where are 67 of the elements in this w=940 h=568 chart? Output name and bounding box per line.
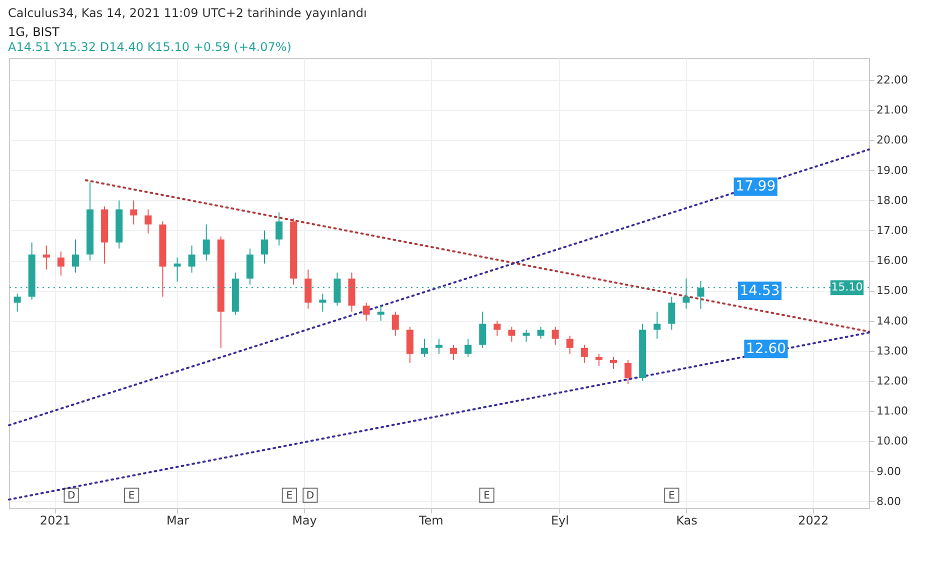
- candlestick: [174, 257, 181, 282]
- candlestick: [610, 356, 617, 370]
- candlestick: [522, 329, 530, 342]
- x-tick-label: 2022: [798, 514, 829, 528]
- candlestick: [552, 326, 559, 346]
- candlestick: [450, 344, 458, 360]
- annotation: D: [67, 490, 76, 502]
- annotation: E: [128, 490, 135, 502]
- annotation: E: [484, 490, 490, 502]
- candlestick: [319, 293, 326, 312]
- y-tick-label: 8.00: [876, 494, 901, 508]
- text: Calculus34, Kas 14, 2021 11:09 UTC+2 tarihinde yayınlandı: [7, 5, 368, 22]
- candlestick: [595, 353, 602, 366]
- candlestick: [479, 311, 486, 348]
- y-tick-label: 9.00: [876, 464, 901, 478]
- candlestick: [668, 296, 676, 330]
- x-tick-label: Mar: [166, 514, 190, 528]
- candlestick: [362, 302, 370, 322]
- x-tick-label: Kas: [676, 514, 698, 528]
- y-tick-label: 10.00: [876, 434, 908, 448]
- candlestick: [464, 338, 472, 358]
- candlestick: [494, 320, 501, 336]
- candlestick: [202, 224, 210, 262]
- y-tick-label: 20.00: [876, 134, 908, 147]
- candlestick: [130, 200, 138, 225]
- annotation: D: [306, 490, 314, 502]
- candlestick: [580, 344, 588, 364]
- y-tick-label: 12.00: [876, 374, 908, 388]
- candlestick: [261, 230, 268, 264]
- chart-subtitle: A14.51 Y15.32 D14.40 K15.10 +0.59 (+4.07%): [8, 40, 292, 54]
- candlestick: [392, 311, 399, 336]
- candlestick: [188, 245, 196, 274]
- x-tick-label: Tem: [418, 514, 444, 528]
- y-tick-label: 15.00: [876, 284, 908, 298]
- candlestick: [436, 338, 442, 354]
- candlestick: [624, 359, 632, 384]
- x-tick-label: 2021: [40, 514, 70, 528]
- annotation: E: [286, 490, 293, 502]
- y-tick-label: 18.00: [876, 194, 908, 207]
- annotation: E: [668, 490, 675, 502]
- y-tick-label: 16.00: [876, 254, 908, 268]
- y-tick-label: 11.00: [876, 404, 908, 418]
- candlestick: [42, 245, 50, 270]
- candlestick: [654, 311, 661, 340]
- chart-title: 1G, BIST: [8, 25, 60, 39]
- y-tick-label: 13.00: [876, 344, 908, 358]
- candlestick: [72, 239, 79, 274]
- candlestick: [537, 326, 544, 340]
- candlestick: [14, 293, 21, 312]
- candlestick: [57, 251, 64, 276]
- y-tick-label: 19.00: [876, 164, 908, 177]
- annotation: 14.53: [740, 282, 780, 299]
- x-tick-label: Eyl: [550, 514, 569, 528]
- y-tick-label: 22.00: [876, 73, 908, 86]
- candlestick: [508, 326, 516, 342]
- y-tick-label: 17.00: [876, 224, 908, 237]
- annotation: 12.60: [746, 340, 786, 357]
- x-tick-label: May: [292, 514, 317, 528]
- candlestick: [377, 305, 384, 322]
- candlestick: [276, 212, 283, 246]
- candlestick: [566, 335, 574, 354]
- y-tick-label: 14.00: [876, 314, 908, 328]
- candlestick: [144, 208, 152, 234]
- y-tick-label: 21.00: [876, 104, 908, 117]
- candlestick: [420, 338, 428, 358]
- annotation: 17.99: [736, 178, 776, 195]
- ref-line-label: 15.10: [831, 280, 863, 294]
